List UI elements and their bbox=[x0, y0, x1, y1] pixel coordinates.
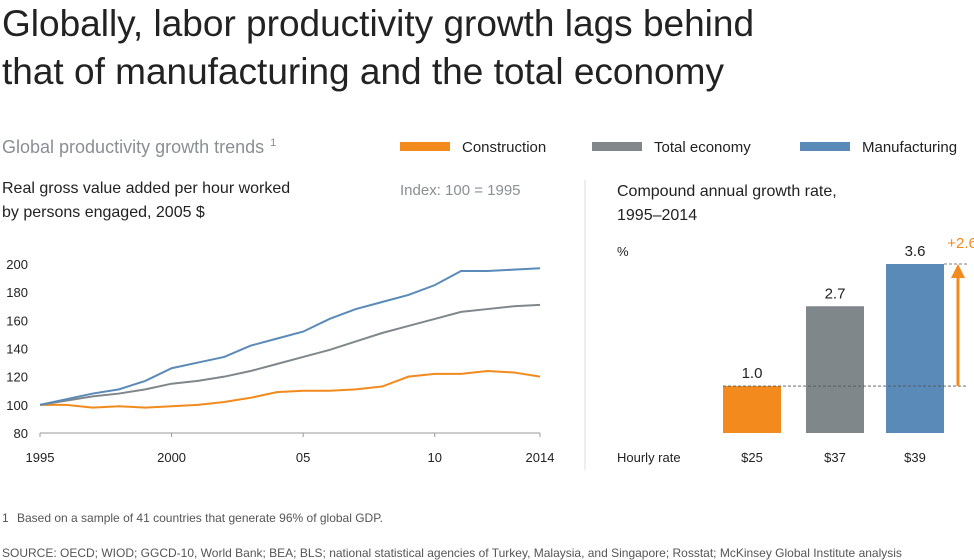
chart-title: Compound annual growth rate, bbox=[617, 183, 837, 200]
y-tick-label: 80 bbox=[14, 426, 28, 441]
chart-title: 1995–2014 bbox=[617, 207, 697, 224]
footnote-marker: 1 bbox=[2, 511, 9, 525]
arrow-head bbox=[951, 264, 965, 278]
chart-note: Index: 100 = 1995 bbox=[400, 182, 521, 199]
y-tick-label: 140 bbox=[6, 342, 28, 357]
value-label: 2.7 bbox=[825, 285, 846, 302]
x-tick-label: $25 bbox=[741, 450, 763, 465]
y-tick-label: 120 bbox=[6, 370, 28, 385]
chart-title: Real gross value added per hour worked bbox=[2, 180, 290, 197]
series-line bbox=[39, 267, 541, 406]
value-label: 3.6 bbox=[905, 243, 926, 260]
legend-swatch bbox=[592, 142, 642, 151]
x-tick-label: 10 bbox=[428, 450, 442, 465]
y-tick-label: 180 bbox=[6, 285, 28, 300]
series-line bbox=[39, 303, 541, 406]
x-tick-label: 2014 bbox=[526, 450, 555, 465]
title-line: that of manufacturing and the total econ… bbox=[2, 51, 724, 92]
bar bbox=[886, 264, 944, 433]
y-tick-label: 100 bbox=[6, 398, 28, 413]
legend-label: Construction bbox=[462, 139, 546, 156]
series-line bbox=[40, 370, 541, 409]
bar bbox=[806, 306, 864, 433]
legend-label: Total economy bbox=[654, 139, 751, 156]
bar bbox=[723, 386, 781, 433]
category-axis-label: Hourly rate bbox=[617, 450, 681, 465]
footnote-marker: 1 bbox=[270, 137, 276, 149]
title-line: Globally, labor productivity growth lags… bbox=[2, 3, 754, 44]
y-tick-label: 160 bbox=[6, 313, 28, 328]
subtitle-text: Global productivity growth trends bbox=[2, 137, 264, 157]
subtitle: Global productivity growth trends 1 bbox=[2, 137, 276, 157]
legend-swatch bbox=[800, 142, 850, 151]
x-tick-label: $37 bbox=[824, 450, 846, 465]
source: SOURCE: OECD; WIOD; GGCD-10, World Bank;… bbox=[2, 546, 902, 560]
footnote: Based on a sample of 41 countries that g… bbox=[17, 511, 383, 525]
y-tick-label: 200 bbox=[6, 257, 28, 272]
unit-label: % bbox=[617, 244, 629, 259]
value-label: 1.0 bbox=[742, 365, 763, 382]
x-tick-label: $39 bbox=[904, 450, 926, 465]
x-tick-label: 05 bbox=[296, 450, 310, 465]
legend-swatch bbox=[400, 142, 450, 151]
chart-title: by persons engaged, 2005 $ bbox=[2, 204, 205, 221]
x-tick-label: 1995 bbox=[26, 450, 55, 465]
x-tick-label: 2000 bbox=[157, 450, 186, 465]
annotation: +2.6 bbox=[947, 235, 974, 252]
legend-label: Manufacturing bbox=[862, 139, 957, 156]
